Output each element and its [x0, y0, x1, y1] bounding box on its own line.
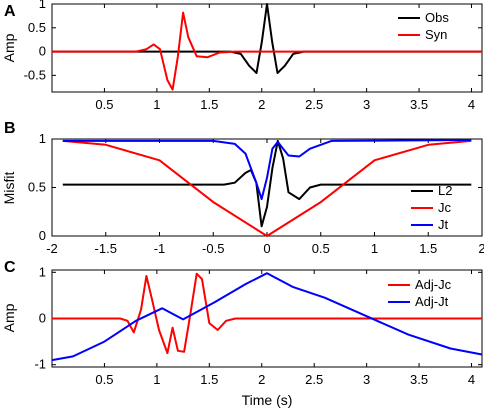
x-tick-label: 3.5	[410, 372, 428, 387]
panel-letter-c: C	[4, 259, 16, 276]
x-tick-label: 1.5	[200, 372, 218, 387]
y-tick-label: 1	[39, 0, 46, 11]
x-tick-label: 3.5	[410, 97, 428, 112]
x-tick-label: 1	[153, 97, 160, 112]
legend-entry: Adj-Jt	[415, 294, 449, 309]
legend-entry: L2	[438, 183, 452, 198]
legend-entry: Obs	[425, 10, 449, 25]
panel-a: A 1 0.5 0 -0.5 0.5 1 1.5 2 2.5 3 3.5 4 Amp Obs Syn	[1, 0, 483, 112]
x-tick-label: 3	[363, 97, 370, 112]
y-tick-label: -1	[34, 357, 46, 372]
x-tick-label: 2	[478, 241, 484, 256]
x-tick-label: -2	[46, 241, 58, 256]
x-axis-label: Time (s)	[242, 392, 293, 408]
series-line-jc	[62, 139, 472, 237]
panel-c: C 1 0 -1 0.5 1 1.5 2 2.5 3 3.5 4 Amp Time (s) Adj-Jc A…	[1, 259, 483, 408]
x-tick-label: 2	[258, 372, 265, 387]
y-tick-label: 0.5	[28, 20, 46, 35]
x-tick-label: 1.5	[419, 241, 437, 256]
series-line-adj-jt	[51, 272, 483, 362]
x-tick-label: 0.5	[95, 97, 113, 112]
series-line-syn	[52, 11, 482, 91]
x-tick-label: -1	[154, 241, 166, 256]
y-tick-label: 1	[39, 131, 46, 146]
y-tick-label: 0	[39, 228, 46, 243]
x-tick-label: 0.5	[312, 241, 330, 256]
y-tick-label: 0	[39, 44, 46, 59]
y-axis-label: Amp	[1, 33, 17, 62]
x-tick-label: 1.5	[200, 97, 218, 112]
panel-letter-b: B	[4, 120, 16, 137]
plot-frame	[51, 138, 483, 237]
panel-letter-a: A	[4, 3, 16, 20]
x-tick-label: 0	[263, 241, 270, 256]
x-tick-label: -0.5	[202, 241, 224, 256]
y-tick-label: 0.5	[28, 180, 46, 195]
series-line-obs	[52, 3, 482, 74]
y-tick-label: 0	[39, 311, 46, 326]
legend-entry: Jt	[438, 217, 449, 232]
x-tick-label: 0.5	[95, 372, 113, 387]
x-tick-label: -1.5	[95, 241, 117, 256]
series-line-jt	[62, 139, 472, 201]
y-axis-label: Amp	[1, 303, 17, 332]
series-line-l2	[62, 139, 472, 228]
y-axis-label: Misfit	[1, 172, 17, 205]
y-tick-label: 1	[39, 264, 46, 279]
x-tick-label: 4	[468, 372, 475, 387]
legend-entry: Jc	[438, 200, 452, 215]
x-tick-label: 2	[258, 97, 265, 112]
x-tick-label: 2.5	[305, 97, 323, 112]
x-tick-label: 1	[153, 372, 160, 387]
legend-entry: Adj-Jc	[415, 277, 452, 292]
x-tick-label: 1	[371, 241, 378, 256]
y-tick-label: -0.5	[24, 67, 46, 82]
x-tick-label: 3	[363, 372, 370, 387]
legend-entry: Syn	[425, 27, 447, 42]
x-tick-label: 2.5	[305, 372, 323, 387]
series-line-adj-jc	[52, 272, 482, 355]
x-tick-label: 4	[468, 97, 475, 112]
